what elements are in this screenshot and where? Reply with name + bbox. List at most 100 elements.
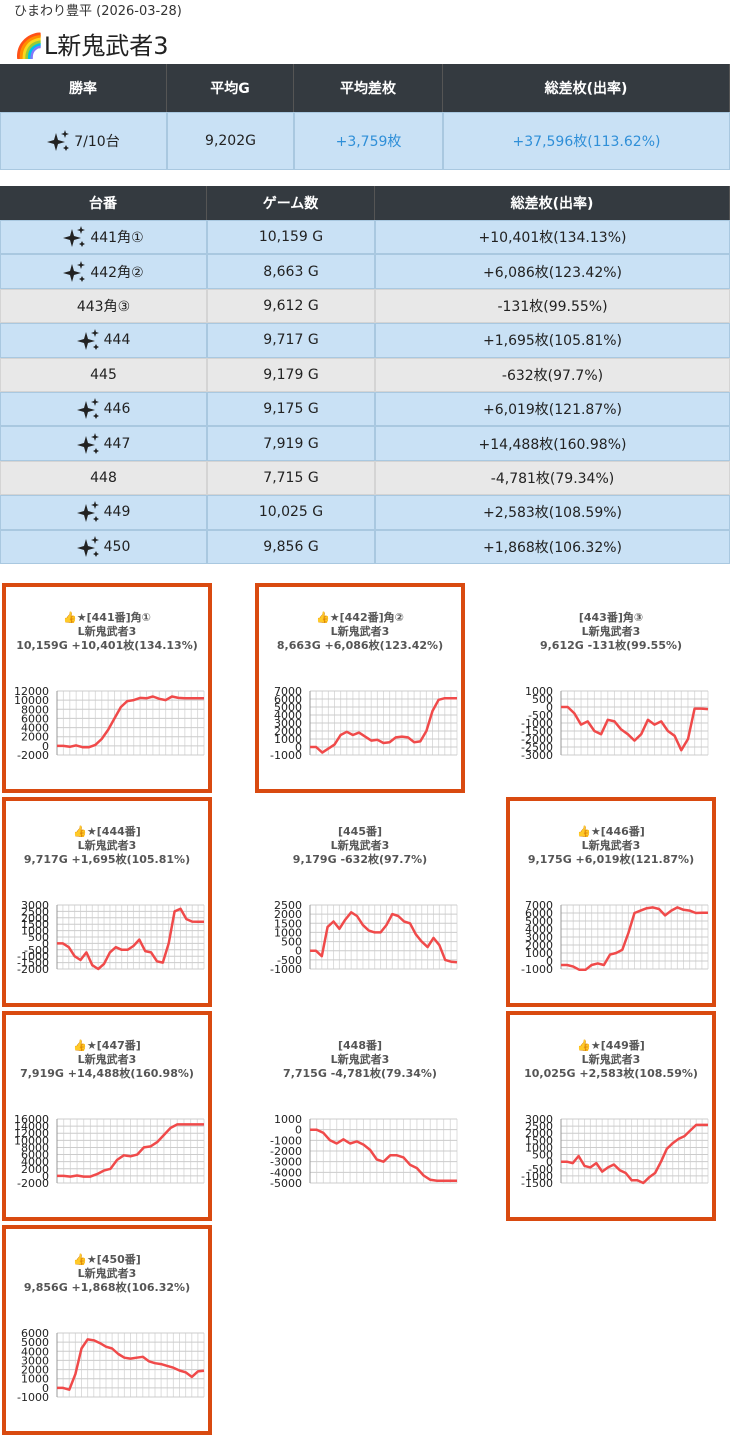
- y-tick-label: 4000: [21, 1345, 49, 1358]
- y-tick-label: 0: [42, 937, 49, 950]
- y-tick-label: -2000: [521, 733, 553, 746]
- y-tick-label: 2000: [21, 1163, 49, 1176]
- y-tick-label: -2000: [270, 1145, 302, 1158]
- y-tick-label: 1500: [21, 918, 49, 931]
- y-tick-label: -2000: [17, 963, 49, 976]
- table-cell: 9,717 G: [207, 323, 375, 358]
- y-tick-label: 2000: [274, 725, 302, 738]
- table-cell: 9,179 G: [207, 357, 375, 392]
- table-cell: 441角①: [0, 220, 207, 255]
- y-tick-label: 0: [42, 740, 49, 753]
- chart-title: 👍★[450番]: [73, 1252, 141, 1266]
- y-tick-label: -1000: [521, 717, 553, 730]
- y-tick-label: 0: [295, 1124, 302, 1137]
- table-cell: +14,488枚(160.98%): [375, 426, 730, 461]
- line-series: [561, 906, 708, 972]
- sparkle-icon: [76, 398, 99, 420]
- sparkle-icon: [76, 501, 99, 523]
- table-header: ゲーム数: [207, 186, 375, 220]
- table-header-text: ゲーム数: [262, 196, 319, 212]
- sparkle: [47, 130, 70, 151]
- sparkle: [63, 260, 86, 282]
- table-cell-text: 443角③: [76, 298, 131, 315]
- table-cell: +10,401枚(134.13%): [375, 220, 730, 255]
- line-series: [310, 911, 458, 964]
- table-cell: 8,663 G: [207, 254, 375, 289]
- table-cell-text: -4,781枚(79.34%): [490, 470, 615, 487]
- y-tick-label: -4000: [270, 1166, 302, 1179]
- table-cell: +2,583枚(108.59%): [375, 495, 730, 530]
- table-cell: 9,175 G: [207, 392, 375, 427]
- table-header-text: 総差枚(出率): [510, 196, 594, 212]
- y-tick-label: -1000: [270, 1134, 302, 1147]
- sparkle-icon: [76, 432, 99, 454]
- y-tick-label: 10000: [14, 694, 49, 707]
- chart-title: 8,663G +6,086枚(123.42%): [277, 638, 443, 652]
- table-cell-text: 447: [103, 435, 131, 452]
- table-cell-text: +6,019枚(121.87%): [482, 402, 623, 419]
- y-tick-label: 5000: [21, 1336, 49, 1349]
- table-cell: 9,856 G: [207, 529, 375, 564]
- summary-header-text: 平均差枚: [340, 81, 396, 97]
- table-cell-text: 7,919 G: [263, 435, 319, 452]
- y-tick-label: 4000: [525, 923, 553, 936]
- summary-header: 平均G: [167, 64, 294, 112]
- sparkle-icon: [63, 260, 86, 282]
- sparkle: [63, 226, 86, 248]
- y-tick-label: -1500: [521, 1177, 553, 1190]
- y-tick-label: 3000: [21, 899, 49, 912]
- y-tick-label: 7000: [274, 685, 302, 698]
- chart-card: 👍★[444番] L新鬼武者3 9,717G +1,695枚(105.81%) -20…: [2, 797, 212, 1007]
- y-tick-label: 6000: [21, 1149, 49, 1162]
- page-title: 🌈L新鬼武者3: [14, 26, 169, 61]
- y-tick-label: 0: [42, 1382, 49, 1395]
- chart-title: 👍★[442番]角②: [316, 610, 404, 624]
- chart-title: L新鬼武者3: [331, 624, 390, 638]
- y-tick-label: 1500: [525, 1134, 553, 1147]
- y-tick-label: 1000: [525, 685, 553, 698]
- chart-title: 👍★[444番]: [73, 824, 141, 838]
- chart-card: 👍★[446番] L新鬼武者3 9,175G +6,019枚(121.87%) -10…: [506, 797, 716, 1007]
- y-tick-label: 14000: [14, 1120, 49, 1133]
- table-cell: 444: [0, 323, 207, 358]
- table-cell: 443角③: [0, 288, 207, 324]
- table-cell: +1,868枚(106.32%): [375, 529, 730, 564]
- y-tick-label: 2000: [274, 908, 302, 921]
- y-tick-label: 1000: [274, 733, 302, 746]
- y-tick-label: -1000: [270, 749, 302, 762]
- y-tick-label: 500: [532, 1149, 553, 1162]
- table-cell: 446: [0, 392, 207, 427]
- summary-header-text: 総差枚(出率): [544, 81, 628, 97]
- title-text: L新鬼武者3: [43, 32, 169, 60]
- y-tick-label: 6000: [21, 1327, 49, 1340]
- table-cell: 7,919 G: [207, 426, 375, 461]
- y-tick-label: 8000: [21, 1141, 49, 1154]
- y-tick-label: 1000: [274, 926, 302, 939]
- table-cell-text: 9,612 G: [263, 297, 319, 314]
- y-tick-label: -1000: [17, 1391, 49, 1404]
- chart-title: 10,159G +10,401枚(134.13%): [16, 638, 198, 652]
- y-tick-label: 0: [295, 945, 302, 958]
- sparkle-icon: [76, 535, 99, 557]
- line-series: [310, 696, 457, 754]
- y-tick-label: 1000: [21, 1373, 49, 1386]
- y-tick-label: -3000: [270, 1156, 302, 1169]
- y-tick-label: 12000: [14, 1127, 49, 1140]
- line-series: [561, 705, 709, 752]
- summary-value: 7/10台: [0, 112, 167, 170]
- y-tick-label: 3000: [525, 931, 553, 944]
- sparkle: [76, 329, 99, 351]
- table-cell-text: 446: [103, 401, 131, 418]
- chart-title: L新鬼武者3: [331, 1052, 390, 1066]
- y-tick-label: 0: [295, 741, 302, 754]
- chart-title: 9,612G -131枚(99.55%): [540, 638, 682, 652]
- y-tick-label: 5000: [274, 701, 302, 714]
- sparkle: [76, 535, 99, 557]
- summary-value-text: 9,202G: [205, 133, 256, 149]
- summary-header: 勝率: [0, 64, 167, 112]
